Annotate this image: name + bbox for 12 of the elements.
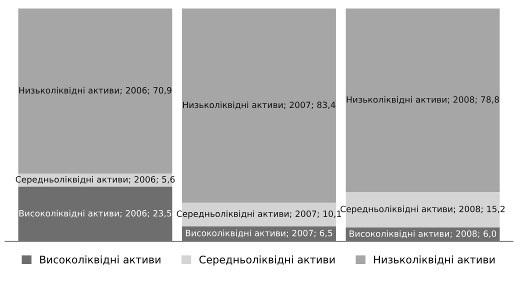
data-label: Середньоліквідні активи; 2008; 15,2	[340, 206, 505, 214]
data-label: Низьколіквідні активи; 2007; 83,4	[183, 101, 336, 110]
data-label: Низьколіквідні активи; 2008; 78,8	[346, 96, 499, 104]
legend-label: Високоліквідні активи	[40, 255, 160, 265]
data-label: Високоліквідні активи; 2007; 6,5	[186, 230, 332, 238]
data-label: Середньоліквідні активи; 2006; 5,6	[16, 176, 175, 184]
legend-label: Низьколіквідні активи	[374, 255, 495, 265]
data-label: Низьколіквідні активи; 2006; 70,9	[19, 86, 172, 95]
legend-label: Середньоліквідні активи	[199, 255, 335, 266]
data-label: Середньоліквідні активи; 2007; 10,1	[176, 210, 341, 219]
data-label: Високоліквідні активи; 2008; 6,0	[350, 230, 496, 238]
data-label: Високоліквідні активи; 2006; 23,5	[19, 210, 172, 218]
